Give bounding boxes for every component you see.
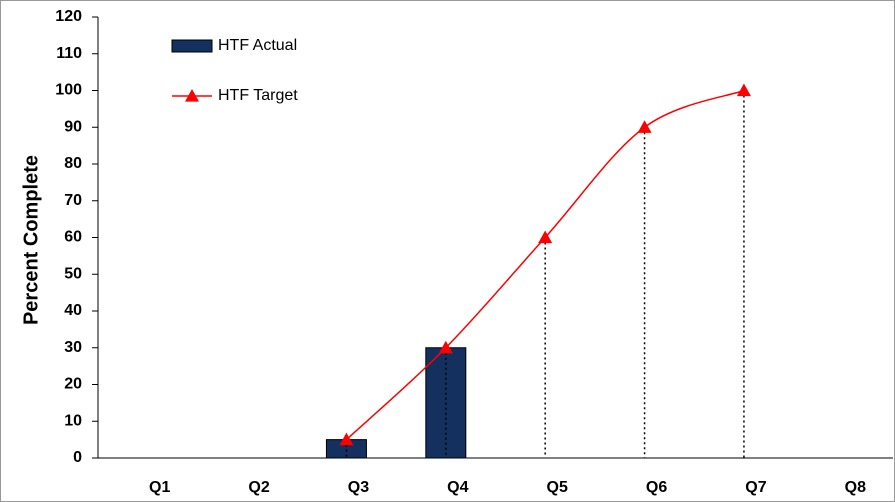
x-tick-label: Q3 xyxy=(348,479,369,496)
y-tick-label: 50 xyxy=(64,265,82,282)
marker xyxy=(637,120,652,133)
y-axis-label: Percent Complete xyxy=(20,155,42,325)
y-tick-label: 120 xyxy=(55,8,82,25)
legend-marker xyxy=(185,89,199,102)
y-tick-label: 70 xyxy=(64,192,82,209)
legend-label: HTF Target xyxy=(218,87,298,104)
legend-swatch xyxy=(171,39,213,53)
y-tick-label: 90 xyxy=(64,118,82,135)
x-tick-label: Q5 xyxy=(547,479,568,496)
x-tick-label: Q6 xyxy=(646,479,667,496)
y-tick-label: 0 xyxy=(73,449,82,466)
y-tick-label: 60 xyxy=(64,229,82,246)
y-tick-label: 100 xyxy=(55,82,82,99)
y-tick-label: 80 xyxy=(64,155,82,172)
marker xyxy=(339,432,354,446)
y-tick-label: 10 xyxy=(64,412,82,429)
x-tick-label: Q7 xyxy=(745,479,766,496)
x-tick-label: Q4 xyxy=(447,479,468,496)
legend-label: HTF Actual xyxy=(218,37,297,54)
x-tick-label: Q8 xyxy=(845,479,866,496)
x-tick-label: Q1 xyxy=(149,479,170,496)
y-tick-label: 20 xyxy=(64,376,82,393)
marker xyxy=(438,340,453,354)
x-tick-label: Q2 xyxy=(248,479,269,496)
y-tick-label: 40 xyxy=(64,302,82,319)
y-tick-label: 30 xyxy=(64,339,82,356)
marker xyxy=(736,83,751,97)
marker xyxy=(538,230,553,244)
y-tick-label: 110 xyxy=(56,45,82,62)
